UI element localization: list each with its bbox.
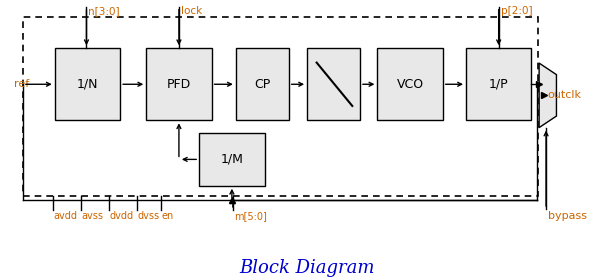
Text: PFD: PFD [167,78,191,91]
Text: VCO: VCO [397,78,424,91]
Bar [199,133,264,186]
Bar [23,17,538,196]
Bar [307,48,360,120]
Text: p[2:0]: p[2:0] [501,6,532,16]
Text: outclk: outclk [548,90,582,100]
Text: ref: ref [14,79,30,89]
Text: CP: CP [254,78,271,91]
Text: 1/N: 1/N [77,78,98,91]
Text: 1/M: 1/M [220,153,244,166]
Text: avss: avss [82,211,104,221]
Text: en: en [162,211,174,221]
Bar [55,48,120,120]
Bar [466,48,531,120]
Bar [146,48,212,120]
Bar [236,48,288,120]
Text: 1/P: 1/P [489,78,509,91]
Polygon shape [539,63,557,128]
Text: dvdd: dvdd [109,211,133,221]
Text: avdd: avdd [54,211,77,221]
Text: bypass: bypass [548,211,587,221]
Text: dvss: dvss [138,211,160,221]
Text: Block Diagram: Block Diagram [240,259,375,277]
Bar [378,48,443,120]
Text: m[5:0]: m[5:0] [234,211,267,221]
Text: lock: lock [181,6,202,16]
Text: n[3:0]: n[3:0] [89,6,120,16]
